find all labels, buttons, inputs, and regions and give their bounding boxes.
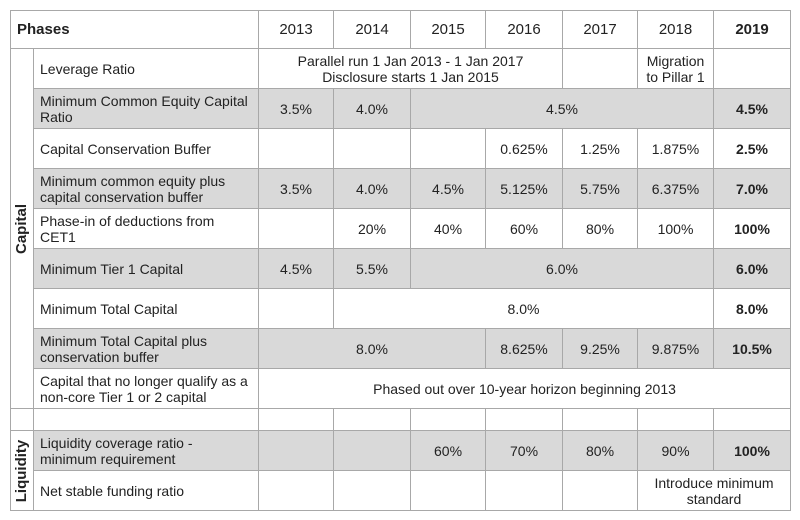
cell: 5.5% (333, 248, 412, 289)
cell: 4.5% (410, 88, 715, 129)
cell: 60% (485, 208, 564, 249)
year: 2013 (258, 10, 335, 49)
cell-line: Disclosure starts 1 Jan 2015 (322, 68, 499, 85)
cell: 5.75% (562, 168, 639, 209)
cell: 80% (562, 430, 639, 471)
cell: 6.0% (410, 248, 715, 289)
row-label: Capital Conservation Buffer (32, 128, 260, 169)
cell: 1.25% (562, 128, 639, 169)
row-label: Leverage Ratio (32, 48, 260, 89)
cell: 4.5% (713, 88, 792, 129)
year: 2018 (637, 10, 715, 49)
group-cell: Capital (10, 48, 34, 409)
cell: 6.375% (637, 168, 715, 209)
empty-cell (333, 128, 412, 169)
row-label: Minimum Total Capital plus conservation … (32, 328, 260, 369)
empty-cell (485, 470, 564, 511)
group-cell: Liquidity (10, 430, 34, 511)
row: Liquidity Liquidity coverage ratio - min… (10, 430, 792, 511)
empty-cell (258, 208, 335, 249)
row: Phase-in of deductions from CET1 20% 40%… (11, 208, 792, 249)
cell: 9.875% (637, 328, 715, 369)
cell: 4.5% (258, 248, 335, 289)
cell: 1.875% (637, 128, 715, 169)
row: Capital Conservation Buffer 0.625% 1.25%… (11, 128, 792, 169)
cell: 6.0% (713, 248, 792, 289)
phases-table: Phases 2013 2014 2015 2016 2017 2018 201… (9, 10, 792, 511)
row: Net stable funding ratio Introduce minim… (11, 470, 792, 511)
empty-cell (562, 48, 639, 89)
cell: 2.5% (713, 128, 792, 169)
cell: 70% (485, 430, 564, 471)
group-label: Liquidity (13, 439, 30, 502)
row-label: Net stable funding ratio (32, 470, 260, 511)
cell: 7.0% (713, 168, 792, 209)
cell: 100% (713, 208, 792, 249)
spacer-row (10, 408, 792, 431)
empty-cell (258, 430, 335, 471)
empty-cell (258, 128, 335, 169)
cell: 8.0% (333, 288, 715, 329)
row-label: Minimum Tier 1 Capital (32, 248, 260, 289)
empty-cell (333, 470, 412, 511)
empty-cell (258, 288, 335, 329)
empty-cell (410, 470, 487, 511)
cell: 90% (637, 430, 715, 471)
year: 2014 (333, 10, 412, 49)
cell: 20% (333, 208, 412, 249)
cell: 9.25% (562, 328, 639, 369)
cell: 100% (637, 208, 715, 249)
cell: 80% (562, 208, 639, 249)
row: Minimum Total Capital 8.0% 8.0% (11, 288, 792, 329)
row-label: Minimum Common Equity Capital Ratio (32, 88, 260, 129)
cell: Parallel run 1 Jan 2013 - 1 Jan 2017 Disc… (258, 48, 564, 89)
cell: 3.5% (258, 88, 335, 129)
empty-cell (258, 470, 335, 511)
row: Minimum Tier 1 Capital 4.5% 5.5% 6.0% 6.… (11, 248, 792, 289)
year: 2019 (713, 10, 792, 49)
group-label: Capital (13, 203, 30, 254)
cell: 100% (713, 430, 792, 471)
row: Capital that no longer qualify as a non-… (11, 368, 792, 409)
row: Minimum Total Capital plus conservation … (11, 328, 792, 369)
year: 2017 (562, 10, 639, 49)
row: Minimum Common Equity Capital Ratio 3.5%… (11, 88, 792, 129)
row: Minimum common equity plus capital conse… (11, 168, 792, 209)
row-label: Liquidity coverage ratio - minimum requi… (32, 430, 260, 471)
cell: 4.0% (333, 168, 412, 209)
header-title: Phases (9, 10, 260, 49)
cell: 0.625% (485, 128, 564, 169)
row-label: Minimum common equity plus capital conse… (32, 168, 260, 209)
cell: 8.625% (485, 328, 564, 369)
cell: Migration to Pillar 1 (637, 48, 715, 89)
cell: 4.0% (333, 88, 412, 129)
cell: Introduce minimum standard (637, 470, 792, 511)
row: Capital Leverage Ratio Parallel run 1 Ja… (10, 48, 792, 409)
year: 2016 (485, 10, 564, 49)
empty-cell (410, 128, 487, 169)
empty-cell (713, 48, 792, 89)
cell: 3.5% (258, 168, 335, 209)
row-label: Minimum Total Capital (32, 288, 260, 329)
row-label: Capital that no longer qualify as a non-… (32, 368, 260, 409)
cell-line: Parallel run 1 Jan 2013 - 1 Jan 2017 (297, 52, 524, 69)
cell: 8.0% (713, 288, 792, 329)
year: 2015 (410, 10, 487, 49)
row-label: Phase-in of deductions from CET1 (32, 208, 260, 249)
empty-cell (333, 430, 412, 471)
cell: 40% (410, 208, 487, 249)
empty-cell (562, 470, 639, 511)
cell: 60% (410, 430, 487, 471)
cell: Phased out over 10-year horizon beginnin… (258, 368, 792, 409)
cell: 5.125% (485, 168, 564, 209)
header-row: Phases 2013 2014 2015 2016 2017 2018 201… (9, 10, 792, 49)
cell: 10.5% (713, 328, 792, 369)
cell: 8.0% (258, 328, 487, 369)
cell: 4.5% (410, 168, 487, 209)
